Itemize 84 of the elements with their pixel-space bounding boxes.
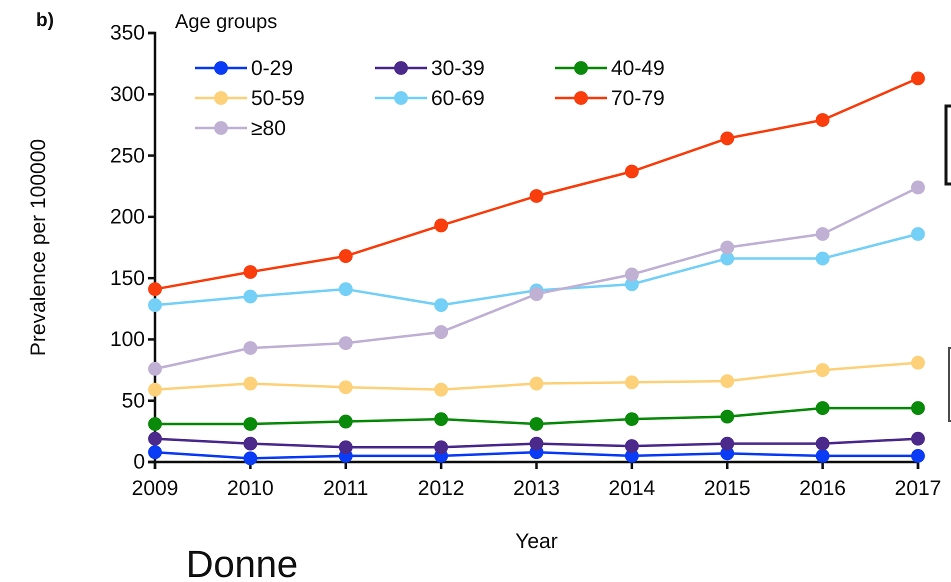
point	[720, 374, 734, 388]
y-tick-label: 50	[122, 389, 145, 412]
point	[243, 265, 258, 279]
point	[624, 164, 639, 178]
point	[911, 71, 925, 86]
legend-label: 60-69	[431, 87, 485, 110]
point	[243, 290, 258, 304]
point	[624, 375, 639, 390]
point	[338, 414, 353, 428]
point	[816, 436, 830, 451]
point	[816, 363, 830, 377]
point	[911, 401, 925, 415]
point	[148, 445, 162, 460]
x-tick-label: 2009	[132, 477, 178, 500]
y-tick-label: 250	[110, 144, 145, 168]
legend-label: 40-49	[611, 57, 665, 80]
point	[530, 189, 544, 203]
point	[624, 439, 639, 453]
point	[530, 436, 544, 451]
point	[148, 298, 162, 312]
point	[911, 356, 925, 370]
point	[434, 325, 448, 339]
point	[148, 417, 162, 431]
x-tick-label: 2015	[704, 477, 751, 500]
point	[148, 382, 162, 397]
legend-label: 0-29	[251, 57, 294, 80]
point	[911, 227, 925, 241]
point	[530, 417, 544, 431]
x-tick-label: 2011	[323, 477, 368, 500]
y-tick-label: 200	[110, 206, 145, 229]
text: Donne	[186, 544, 298, 582]
legend-label: 70-79	[611, 87, 665, 110]
point	[338, 282, 353, 296]
y-tick-label: 350	[110, 22, 145, 45]
point	[816, 113, 830, 127]
point	[148, 282, 162, 296]
point	[243, 436, 258, 451]
y-tick-label: 100	[110, 328, 145, 352]
point	[148, 362, 162, 376]
point	[911, 448, 925, 463]
point	[720, 410, 734, 424]
y-axis-title: Prevalence per 100000	[27, 138, 50, 356]
point	[243, 417, 258, 431]
x-axis-title: Year	[515, 530, 558, 553]
point	[720, 436, 734, 451]
point	[911, 180, 925, 194]
point	[530, 376, 544, 390]
text: b)	[36, 10, 54, 31]
point	[530, 287, 544, 301]
point	[243, 341, 258, 355]
legend-label: ≥80	[251, 117, 286, 140]
point	[720, 132, 734, 146]
y-tick-label: 300	[110, 83, 145, 106]
legend-label: 30-39	[431, 57, 485, 80]
legend-label: 50-59	[251, 87, 305, 110]
point	[434, 298, 448, 312]
point	[338, 336, 353, 350]
point	[243, 451, 258, 466]
x-tick-label: 2017	[894, 477, 942, 500]
x-tick-label: 2016	[799, 477, 846, 500]
point	[816, 227, 830, 241]
x-tick-label: 2012	[418, 477, 464, 500]
point	[338, 249, 353, 263]
point	[243, 376, 258, 390]
point	[911, 432, 925, 446]
y-tick-label: 0	[133, 450, 145, 474]
point	[624, 268, 639, 282]
y-tick-label: 150	[110, 266, 145, 290]
point	[434, 412, 448, 426]
point	[338, 440, 353, 454]
x-tick-label: 2013	[513, 477, 560, 500]
point	[624, 412, 639, 426]
point	[434, 440, 448, 454]
point	[720, 240, 734, 254]
legend-title: Age groups	[175, 11, 278, 33]
point	[816, 252, 830, 266]
point	[338, 380, 353, 394]
point	[434, 382, 448, 397]
x-tick-label: 2014	[608, 477, 656, 500]
point	[148, 432, 162, 446]
x-tick-label: 2010	[227, 477, 274, 500]
point	[434, 218, 448, 232]
point	[816, 448, 830, 463]
point	[816, 401, 830, 415]
